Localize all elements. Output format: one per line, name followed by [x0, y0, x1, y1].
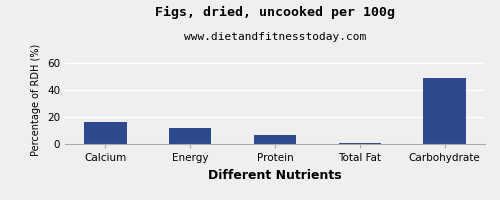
Text: www.dietandfitnesstoday.com: www.dietandfitnesstoday.com — [184, 32, 366, 42]
Bar — [169, 128, 212, 144]
Text: Figs, dried, uncooked per 100g: Figs, dried, uncooked per 100g — [155, 6, 395, 19]
X-axis label: Different Nutrients: Different Nutrients — [208, 169, 342, 182]
Bar — [424, 78, 466, 144]
Bar — [338, 143, 381, 144]
Bar — [84, 122, 126, 144]
Bar — [254, 135, 296, 144]
Y-axis label: Percentage of RDH (%): Percentage of RDH (%) — [32, 44, 42, 156]
